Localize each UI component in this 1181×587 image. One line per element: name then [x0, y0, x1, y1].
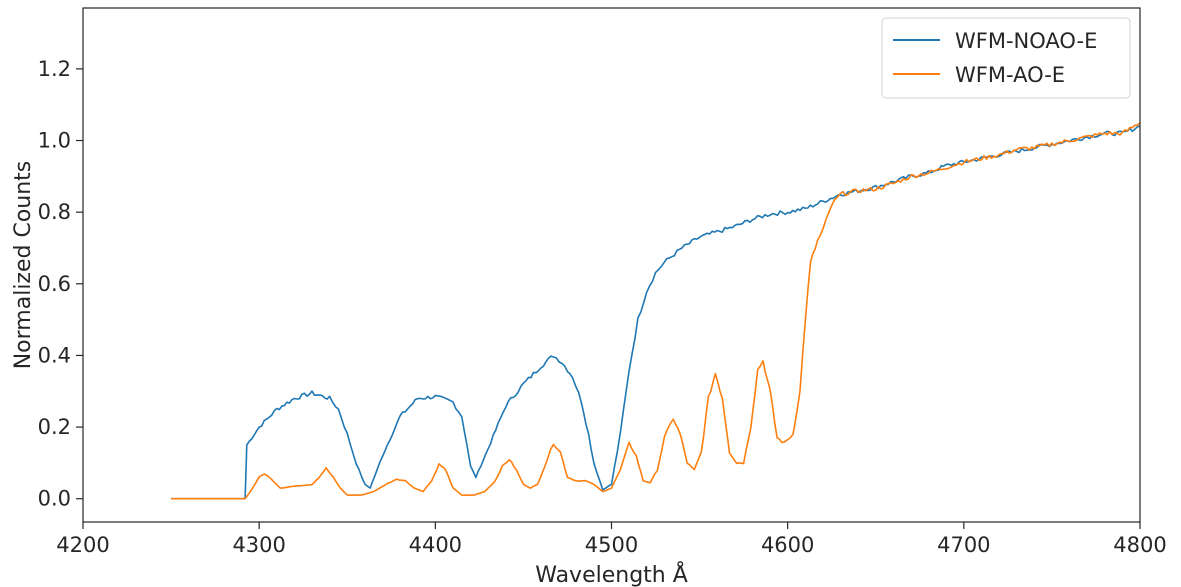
y-tick-label: 1.0	[38, 129, 71, 153]
x-axis-title: Wavelength Å	[535, 561, 688, 587]
plot-area	[171, 122, 1141, 500]
legend: WFM-NOAO-E WFM-AO-E	[881, 17, 1131, 99]
x-axis: 4200 4300 4400 4500 4600 4700 4800	[56, 522, 1167, 557]
x-tick-label: 4700	[937, 533, 990, 557]
y-tick-label: 1.2	[38, 57, 71, 81]
series-line-1	[171, 122, 1141, 500]
legend-label: WFM-NOAO-E	[955, 29, 1097, 53]
x-tick-label: 4400	[409, 533, 462, 557]
x-tick-label: 4200	[56, 533, 109, 557]
y-tick-label: 0.6	[38, 272, 71, 296]
y-tick-label: 0.0	[38, 487, 71, 511]
x-tick-label: 4800	[1113, 533, 1166, 557]
x-tick-label: 4500	[585, 533, 638, 557]
series-line-0	[171, 125, 1141, 500]
y-tick-label: 0.2	[38, 415, 71, 439]
y-axis: 0.0 0.2 0.4 0.6 0.8 1.0 1.2	[38, 57, 83, 511]
legend-box	[881, 17, 1131, 99]
y-axis-title: Normalized Counts	[11, 161, 36, 370]
x-tick-label: 4300	[232, 533, 285, 557]
legend-label: WFM-AO-E	[955, 63, 1065, 87]
y-tick-label: 0.4	[38, 343, 71, 367]
x-tick-label: 4600	[761, 533, 814, 557]
y-tick-label: 0.8	[38, 200, 71, 224]
